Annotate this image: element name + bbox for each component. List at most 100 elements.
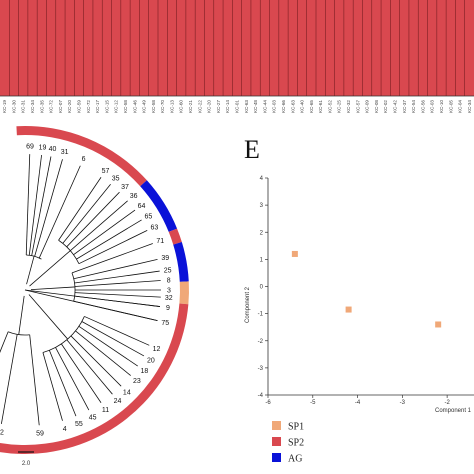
tree-leaf-label: 71 <box>156 238 164 245</box>
ring-segment-sp2 <box>168 228 182 245</box>
tree-leaf-label: 39 <box>161 255 169 262</box>
tree-leaf-label: 37 <box>121 184 129 191</box>
y-tick-label: 4 <box>260 176 264 182</box>
scatter-point <box>345 306 352 313</box>
tree-branch <box>76 219 142 260</box>
scatter-point <box>435 321 442 328</box>
sample-label: KC-13 <box>169 100 174 113</box>
tree-leaf-label: 64 <box>138 203 146 210</box>
tree-branch <box>25 154 31 256</box>
tree-leaf-label: 9 <box>166 305 170 312</box>
tree-branch <box>0 334 18 425</box>
x-tick-label: -4 <box>355 400 361 406</box>
tree-leaf-label: 20 <box>147 357 155 364</box>
tree-leaf-label: 32 <box>165 295 173 302</box>
tree-branch <box>31 156 52 256</box>
tree-leaf-label: 63 <box>151 224 159 231</box>
tree-leaf-label: 14 <box>123 389 131 396</box>
legend-label: SP1 <box>288 422 304 433</box>
tree-branch <box>58 177 102 241</box>
tree-leaf-label: 24 <box>114 398 122 405</box>
sample-label: KC-14 <box>225 100 230 113</box>
panel-letter: E <box>244 135 260 164</box>
tree-leaf-label: 40 <box>49 146 57 153</box>
sample-label: KC-65 <box>309 100 314 113</box>
tree-branches <box>0 154 161 426</box>
tree-leaf-label: 8 <box>167 277 171 284</box>
legend-swatch <box>272 421 281 430</box>
tree-branch <box>74 270 160 284</box>
y-tick-label: 1 <box>260 257 264 263</box>
tree-branch <box>73 259 158 280</box>
sample-label: KC-34 <box>467 100 472 113</box>
ring-segment-sp1 <box>179 281 189 305</box>
tree-branch <box>55 347 90 411</box>
sample-label: KC-21 <box>188 100 193 113</box>
sample-label: KC-54 <box>411 100 416 113</box>
sample-label: KC-48 <box>253 100 258 113</box>
tree-leaf-label: 36 <box>130 193 138 200</box>
y-tick-label: -2 <box>258 339 264 345</box>
sample-label: KC-20 <box>67 100 72 113</box>
sample-label: KC-49 <box>142 100 147 113</box>
y-tick-label: -1 <box>258 312 264 318</box>
sample-label: KC-58 <box>123 100 128 113</box>
sample-label: KC-20 <box>207 100 212 113</box>
tree-branch <box>18 295 25 335</box>
scatter-points <box>291 250 442 328</box>
x-tick-label: -5 <box>310 400 316 406</box>
tree-branch <box>71 243 153 274</box>
tree-branch <box>38 165 81 259</box>
tree-branch <box>48 350 77 417</box>
sample-label: KC-19 <box>2 100 7 113</box>
tree-leaf-label: 35 <box>112 176 120 183</box>
tree-branch <box>74 292 161 298</box>
sample-label: KC-52 <box>327 100 332 113</box>
sample-label: KC-31 <box>21 100 26 113</box>
tree-branch <box>78 230 148 265</box>
tree-leaf-label: 6 <box>82 156 86 163</box>
tree-branch <box>34 159 63 257</box>
tree-leaf-label: 12 <box>153 346 161 353</box>
tree-leaf-label: 31 <box>61 149 69 156</box>
tree-leaf-label: 11 <box>102 407 109 414</box>
sample-label: KC-42 <box>393 100 398 113</box>
legend-label: AG <box>288 454 302 465</box>
tree-branch <box>29 334 40 426</box>
sample-label: KC-35 <box>39 100 44 113</box>
sample-label: KC-60 <box>179 100 184 113</box>
sample-label: KC-12 <box>114 100 119 113</box>
sample-label: KC-08 <box>374 100 379 113</box>
tree-branch <box>66 191 120 248</box>
sample-label: KC-44 <box>262 100 267 113</box>
bar-strip-sample-labels: KC-19 KC-30 KC-31 KC-34 KC-35 KC-72 KC-07 KC-20… <box>2 100 472 113</box>
y-tick-label: 2 <box>260 230 264 236</box>
tree-branch <box>26 256 35 285</box>
bar-strip-background <box>0 0 474 96</box>
sample-label: KC-34 <box>30 100 35 113</box>
sample-label: KC-56 <box>420 100 425 113</box>
sample-label: KC-61 <box>318 100 323 113</box>
tree-branch <box>70 200 128 251</box>
y-tick-label: -3 <box>258 366 264 372</box>
tree-leaf-label: 23 <box>133 378 141 385</box>
sample-label: KC-57 <box>355 100 360 113</box>
tree-leaf-label: 18 <box>140 368 148 375</box>
sample-label: KC-72 <box>49 100 54 113</box>
pca-scatter-plot: -4 -3 -2 -1 0 1 2 3 4 -6 -5 -4 -3 -2 Component 1 Comp… <box>245 176 474 414</box>
sample-label: KC-30 <box>11 100 16 113</box>
scatter-axes <box>267 178 474 396</box>
legend: SP1 SP2 AG <box>272 421 304 465</box>
tree-branch <box>70 335 122 387</box>
sample-label: KC-58 <box>151 100 156 113</box>
sample-label: KC-40 <box>300 100 305 113</box>
tree-branch <box>74 280 161 287</box>
y-tick-label: 3 <box>260 203 264 209</box>
sample-label: KC-22 <box>197 100 202 113</box>
scatter-ticks: -4 -3 -2 -1 0 1 2 3 4 -6 -5 -4 -3 -2 <box>258 176 451 406</box>
tree-branch <box>24 289 161 307</box>
ring-segment-sp2 <box>16 126 147 187</box>
tree-branch <box>81 321 145 357</box>
